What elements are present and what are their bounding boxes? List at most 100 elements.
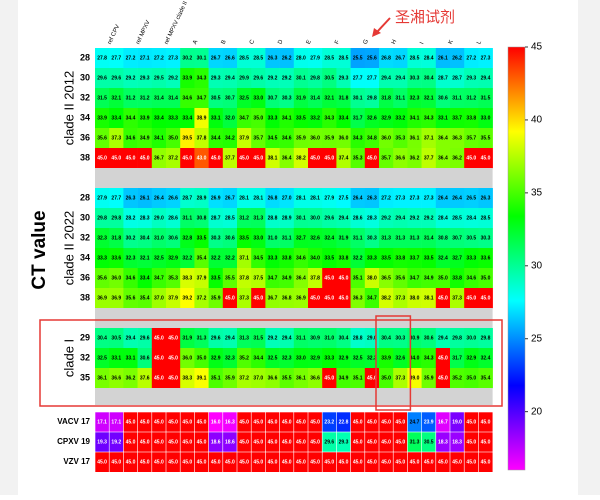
heatmap-cell [308,108,323,129]
cell-label: 34.8 [367,135,377,141]
heatmap-cell [109,68,124,89]
cell-label: 32.4 [481,355,491,361]
heatmap-cell [435,68,451,89]
cell-label: 45.0 [225,295,235,301]
heatmap-cell [222,248,238,269]
heatmap-cell [166,248,181,269]
heatmap-cell [308,228,323,249]
cell-label: 27.5 [339,195,349,201]
cell-label: 45.0 [168,355,178,361]
cell-label: 34.7 [268,275,278,281]
cell-label: 26.7 [395,55,405,61]
heatmap-cell [95,48,110,69]
heatmap-cell [322,108,337,129]
cell-label: 36.4 [438,135,448,141]
cell-label: 35.2 [452,375,462,381]
cell-label: 34.3 [424,115,434,121]
cell-label: 45.0 [296,439,306,445]
cell-label: 45.0 [126,419,136,425]
cell-label: 28.6 [168,215,178,221]
cell-label: 33.3 [324,355,334,361]
cell-label: 30.3 [367,235,377,241]
heatmap-cell [237,328,252,349]
heatmap-cell [180,248,195,269]
cell-label: 34.4 [126,115,136,121]
cell-label: 39.0 [410,375,420,381]
colorbar-tick-label: 30 [531,260,543,271]
heatmap-cell [322,68,337,89]
heatmap-cell [435,288,451,309]
cell-label: 33.2 [310,115,320,121]
cell-label: 32.9 [168,255,178,261]
cell-label: 33.9 [381,355,391,361]
separator [95,168,493,188]
cell-label: 45.0 [324,295,334,301]
cell-label: 32.4 [438,255,448,261]
cell-label: 45.0 [126,439,136,445]
heatmap-cell [180,328,195,349]
heatmap-cell [407,188,422,209]
column-label: A [192,39,199,45]
side-panel [0,0,18,495]
heatmap-cell [350,108,366,129]
heatmap-cell [109,48,124,69]
cell-label: 30.6 [424,335,434,341]
colorbar-tick-label: 40 [531,115,543,126]
heatmap-cell [237,188,252,209]
heatmap-cell [279,108,295,129]
cell-label: 26.3 [126,195,136,201]
heatmap-cell [151,348,167,369]
cell-label: 35.9 [424,375,434,381]
cell-label: 45.0 [168,375,178,381]
heatmap-cell [322,268,337,289]
heatmap-cell [222,48,238,69]
cell-label: 33.2 [395,115,405,121]
cell-label: 29.4 [339,215,349,221]
cell-label: 33.5 [211,275,221,281]
cell-label: 45.0 [168,439,178,445]
heatmap-cell [407,148,422,169]
heatmap-cell [194,268,209,289]
cell-label: 31.3 [410,235,420,241]
column-label: F [334,39,341,45]
heatmap-cell [379,208,394,229]
cell-label: 28.9 [197,195,207,201]
cell-label: 29.8 [310,75,320,81]
heatmap-cell [350,68,366,89]
cell-label: 34.9 [339,375,349,381]
heatmap-cell [251,108,266,129]
heatmap-cell [364,288,380,309]
cell-label: 45.0 [140,419,150,425]
row-label: 38 [80,152,90,162]
heatmap-cell [180,288,195,309]
cell-label: 32.3 [367,355,377,361]
heatmap-cell [208,188,224,209]
heatmap-cell [279,268,295,289]
heatmap-cell [137,128,153,149]
heatmap-cell [279,348,295,369]
cell-label: 35.4 [481,375,491,381]
cell-label: 32.9 [466,355,476,361]
cell-label: 37.5 [253,275,263,281]
cell-label: 35.0 [253,115,263,121]
heatmap-cell [265,248,280,269]
heatmap-cell [478,88,493,109]
heatmap-cell [322,48,337,69]
cell-label: 34.6 [296,255,306,261]
cell-label: 23.9 [424,419,434,425]
heatmap-cell [379,88,394,109]
heatmap-cell [123,148,138,169]
cell-label: 45.0 [466,459,476,465]
heatmap-cell [123,108,138,129]
heatmap-cell [180,368,195,389]
cell-label: 36.0 [381,135,391,141]
cell-label: 31.9 [182,335,192,341]
heatmap-cell [265,368,280,389]
cell-label: 31.1 [282,235,292,241]
column-label: G [363,38,371,45]
cell-label: 33.3 [367,255,377,261]
cell-label: 35.1 [353,375,363,381]
cell-label: 37.8 [310,275,320,281]
heatmap-cell [364,108,380,129]
cell-label: 35.1 [211,375,221,381]
